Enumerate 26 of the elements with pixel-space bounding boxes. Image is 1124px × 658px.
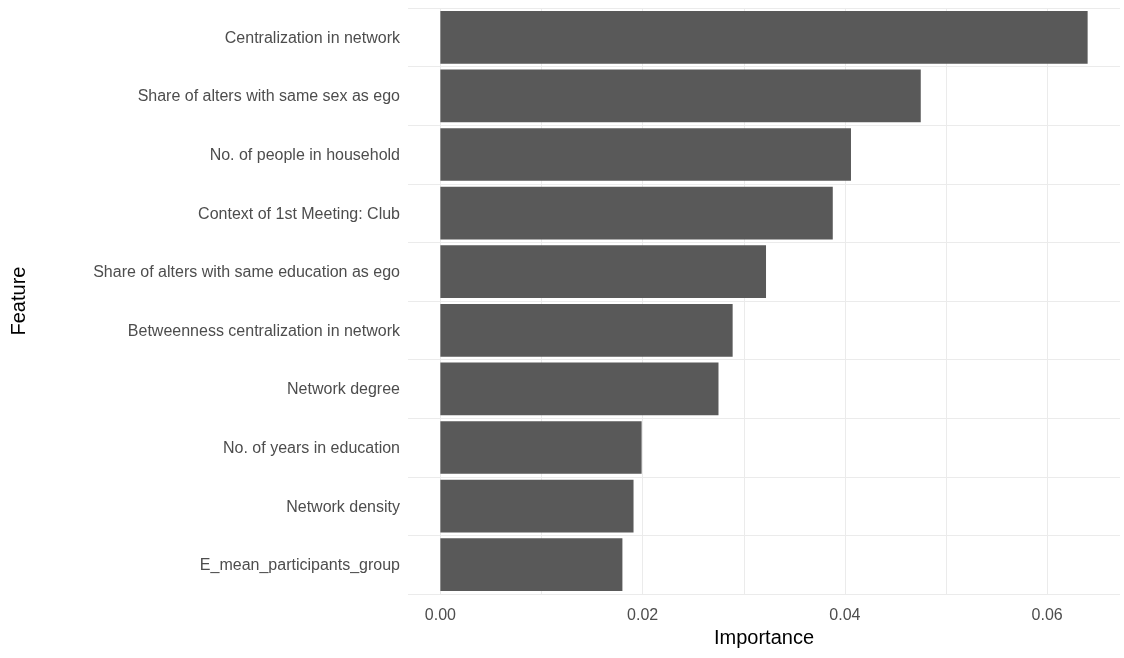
bar: [440, 303, 733, 357]
y-tick-label: Betweenness centralization in network: [127, 321, 401, 339]
y-tick-label: No. of people in household: [209, 146, 400, 163]
x-tick-label: 0.00: [424, 605, 457, 623]
bar: [440, 421, 642, 474]
y-tick-label: Network density: [286, 497, 400, 515]
y-tick-label: Share of alters with same sex as ego: [137, 87, 401, 105]
bar: [440, 245, 767, 299]
bar: [440, 128, 851, 181]
x-tick-label: 0.06: [1031, 605, 1063, 623]
x-axis-title: Importance: [713, 625, 815, 648]
y-tick-label: E_mean_participants_group: [199, 556, 401, 575]
y-tick-label: Centralization in network: [224, 28, 401, 46]
y-tick-label: No. of years in education: [223, 439, 400, 456]
bar: [440, 538, 623, 592]
y-tick-label: Share of alters with same education as ego: [93, 263, 401, 281]
bar: [440, 69, 921, 123]
bar: [440, 362, 719, 416]
bar: [440, 479, 634, 533]
y-tick-label: Context of 1st Meeting: Club: [198, 204, 401, 222]
bar: [440, 186, 833, 240]
x-tick-label: 0.04: [829, 605, 861, 623]
x-tick-label: 0.02: [627, 605, 659, 623]
y-tick-label: Network degree: [287, 380, 401, 398]
y-axis-title: Feature: [7, 266, 29, 336]
bar: [440, 10, 1088, 64]
